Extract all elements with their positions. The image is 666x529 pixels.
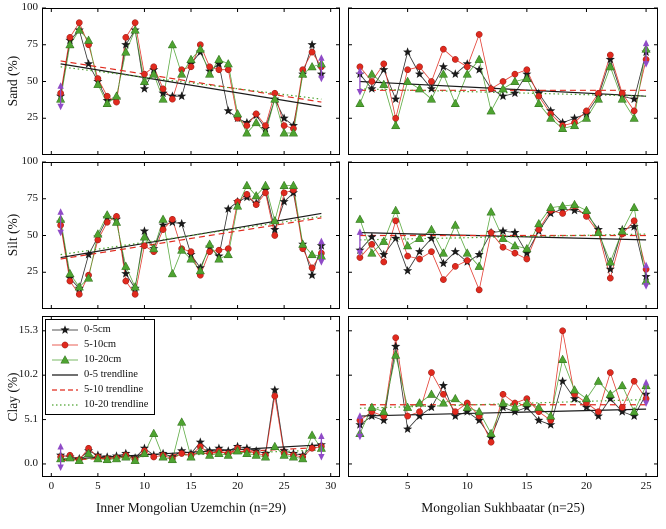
x-tick-label: 20 [232, 480, 244, 492]
dashed-line-icon [52, 388, 78, 391]
legend-entry: 0-5 trendline [50, 367, 148, 382]
legend-label: 10-20 trendline [84, 399, 149, 410]
legend-label: 10-20cm [84, 354, 122, 365]
x-tick-label: 25 [640, 480, 652, 492]
panel-clay-uzemchin [42, 316, 340, 477]
panel-silt-sukhbaatar [348, 161, 658, 309]
x-tick-label: 25 [278, 480, 290, 492]
x-tick-label: 5 [95, 480, 101, 492]
y-tick-label: 50 [27, 228, 38, 241]
y-tick-label: 10.2 [18, 368, 38, 381]
triangle-marker-icon [52, 354, 78, 363]
solid-line-icon [52, 373, 78, 376]
panel-clay-sukhbaatar [348, 316, 658, 477]
panel-sand-uzemchin [42, 7, 340, 155]
circle-marker-icon [52, 341, 78, 348]
y-tick-label: 50 [27, 74, 38, 87]
legend-label: 5-10cm [84, 339, 117, 350]
chart-legend: 0-5cm 5-10cm 10-20cm 0-5 trendline 5-10 tren… [45, 319, 156, 415]
panel-silt-uzemchin [42, 161, 340, 309]
panel-sand-sukhbaatar [348, 7, 658, 155]
x-axis-caption-sukhbaatar: Mongolian Sukhbaatar (n=25) [421, 500, 585, 515]
y-tick-label: 75 [27, 37, 38, 50]
x-axis-caption-uzemchin: Inner Mongolian Uzemchin (n=29) [95, 500, 287, 515]
x-tick-label: 15 [521, 480, 533, 492]
y-tick-label: 75 [27, 191, 38, 204]
x-tick-label: 10 [461, 480, 473, 492]
x-tick-label: 15 [185, 480, 197, 492]
y-tick-label: 25 [27, 111, 38, 124]
y-tick-label: 25 [27, 265, 38, 278]
dotted-line-icon [52, 403, 78, 406]
y-tick-label: 15.3 [18, 323, 38, 336]
x-tick-label: 20 [580, 480, 592, 492]
x-tick-label: 10 [138, 480, 150, 492]
legend-entry: 0-5cm [50, 322, 148, 337]
legend-entry: 10-20 trendline [50, 397, 148, 412]
y-tick-label: 0.0 [24, 456, 38, 469]
y-tick-label: 5.1 [24, 412, 38, 425]
legend-label: 5-10 trendline [84, 384, 144, 395]
y-tick-label: 100 [21, 1, 39, 13]
legend-entry: 5-10 trendline [50, 382, 148, 397]
legend-entry: 10-20cm [50, 352, 148, 367]
x-tick-label: 5 [404, 480, 411, 492]
legend-label: 0-5 trendline [84, 369, 138, 380]
legend-label: 0-5cm [84, 324, 111, 335]
legend-entry: 5-10cm [50, 337, 148, 352]
star-marker-icon [52, 324, 78, 334]
x-tick-label: 0 [48, 480, 55, 492]
x-tick-label: 30 [325, 480, 337, 492]
y-tick-label: 100 [21, 155, 39, 167]
